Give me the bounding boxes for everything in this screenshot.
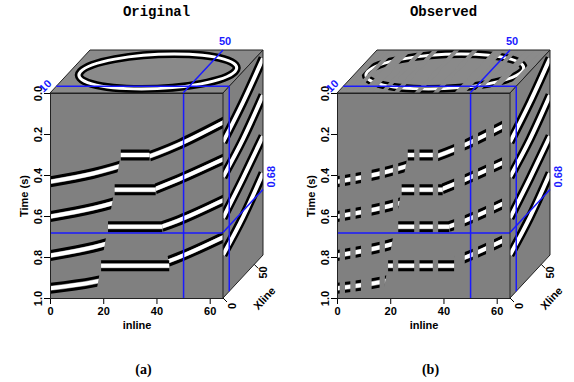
svg-text:Observed: Observed (410, 4, 477, 20)
svg-text:Xline: Xline (251, 284, 278, 311)
svg-text:1.0: 1.0 (319, 291, 331, 306)
svg-text:0.6: 0.6 (32, 209, 44, 224)
svg-text:0.68: 0.68 (265, 166, 277, 187)
svg-text:0: 0 (513, 303, 525, 309)
svg-text:(b): (b) (422, 362, 439, 378)
svg-text:inline: inline (123, 319, 152, 331)
svg-text:0.4: 0.4 (32, 167, 44, 183)
svg-text:Time (s): Time (s) (305, 175, 317, 217)
svg-text:0.68: 0.68 (552, 166, 564, 187)
svg-text:Xline: Xline (538, 284, 565, 311)
svg-text:0: 0 (226, 303, 238, 309)
svg-text:0.8: 0.8 (32, 250, 44, 265)
svg-text:Original: Original (123, 4, 190, 20)
svg-text:0.0: 0.0 (31, 85, 44, 102)
svg-text:(a): (a) (135, 362, 152, 378)
svg-text:50: 50 (257, 266, 269, 278)
svg-text:40: 40 (438, 305, 450, 317)
svg-text:50: 50 (219, 35, 231, 47)
svg-text:0.4: 0.4 (319, 167, 331, 183)
svg-text:0: 0 (334, 305, 340, 317)
svg-text:0.6: 0.6 (319, 209, 331, 224)
svg-text:50: 50 (506, 35, 518, 47)
svg-text:20: 20 (385, 305, 397, 317)
svg-text:60: 60 (491, 305, 503, 317)
svg-text:0.2: 0.2 (319, 127, 331, 142)
svg-text:0.2: 0.2 (32, 127, 44, 142)
svg-text:40: 40 (151, 305, 163, 317)
svg-text:10: 10 (324, 77, 341, 94)
svg-text:Time (s): Time (s) (18, 175, 30, 217)
svg-text:20: 20 (98, 305, 110, 317)
svg-text:60: 60 (204, 305, 216, 317)
svg-text:1.0: 1.0 (32, 291, 44, 306)
svg-text:50: 50 (544, 266, 556, 278)
svg-text:inline: inline (410, 319, 439, 331)
svg-text:0: 0 (47, 305, 53, 317)
svg-text:0.0: 0.0 (318, 85, 331, 102)
svg-text:10: 10 (37, 77, 54, 94)
svg-text:0.8: 0.8 (319, 250, 331, 265)
